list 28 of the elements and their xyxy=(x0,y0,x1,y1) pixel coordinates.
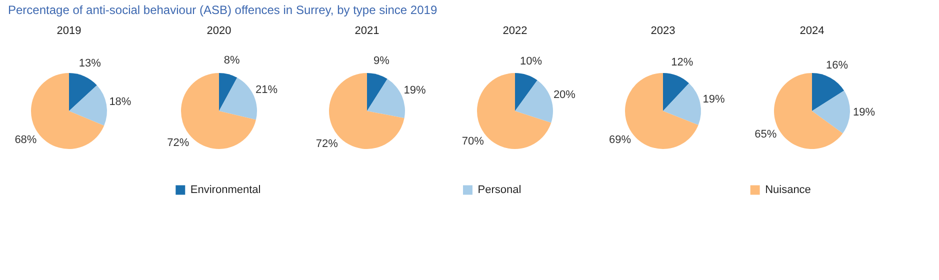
data-label: 72% xyxy=(167,137,190,150)
legend-label: Environmental xyxy=(190,184,261,196)
slice-label: 2019 xyxy=(56,25,82,37)
data-label: 16% xyxy=(826,59,848,72)
chart-title: Percentage of anti-social behaviour (ASB) offences in Surrey, by type since 2019 xyxy=(8,3,438,17)
slice-label: 2021 xyxy=(354,25,380,37)
data-label: 13% xyxy=(78,57,102,70)
data-label: 69% xyxy=(608,134,632,146)
data-label: 8% xyxy=(224,54,240,67)
legend-label: Personal xyxy=(478,184,522,196)
data-label: 19% xyxy=(852,106,876,119)
slice-label: 2022 xyxy=(502,25,528,37)
slice-label: 2024 xyxy=(800,25,824,37)
data-label: 65% xyxy=(754,128,777,141)
data-label: 72% xyxy=(316,138,338,150)
data-label: 19% xyxy=(404,84,426,96)
data-label: 19% xyxy=(702,94,725,106)
slice-label: 2020 xyxy=(206,25,232,37)
data-label: 18% xyxy=(109,96,132,108)
legend-label: Nuisance xyxy=(765,184,811,196)
data-label: 21% xyxy=(255,84,278,96)
data-label: 20% xyxy=(553,88,576,101)
slice-label: 2023 xyxy=(650,25,676,37)
data-label: 68% xyxy=(14,134,37,146)
data-label: 70% xyxy=(462,136,484,148)
data-label: 12% xyxy=(671,56,694,69)
data-label: 9% xyxy=(374,55,390,68)
data-label: 10% xyxy=(520,56,542,68)
